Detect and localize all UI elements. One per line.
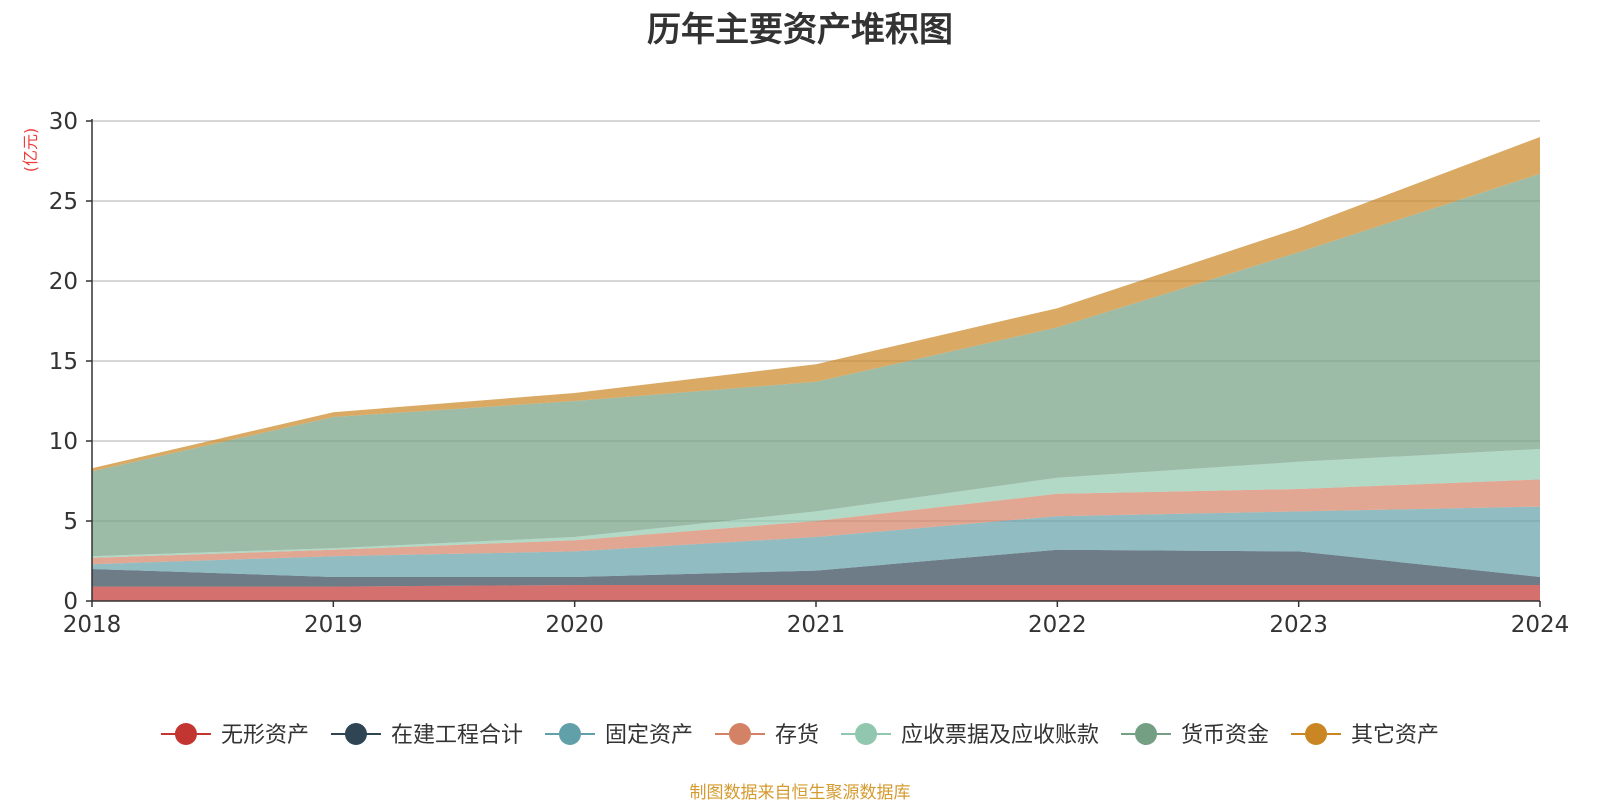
area-series-2: [92, 506, 1540, 577]
area-series-3: [92, 479, 1540, 565]
x-tick-label: 2020: [545, 612, 604, 638]
legend-label: 在建工程合计: [391, 723, 523, 748]
legend-item-1[interactable]: 在建工程合计: [330, 723, 523, 748]
legend-label: 固定资产: [605, 723, 693, 748]
y-tick-label: 20: [49, 269, 78, 295]
area-series-5: [92, 173, 1540, 557]
x-tick-label: 2022: [1028, 612, 1087, 638]
source-note: 制图数据来自恒生聚源数据库: [689, 783, 911, 803]
legend-item-6[interactable]: 其它资产: [1291, 723, 1439, 748]
area-series-0: [92, 585, 1540, 601]
area-series-1: [92, 549, 1540, 587]
y-tick-label: 0: [63, 589, 78, 615]
area-series-6: [92, 137, 1540, 472]
axes: 0 5 10 15 20 25 30 2018 2019 2020 2021 2022 2023 2024: [49, 109, 1570, 638]
legend-label: 应收票据及应收账款: [901, 723, 1099, 748]
legend-item-5[interactable]: 货币资金: [1121, 723, 1269, 748]
area-series: [92, 137, 1540, 601]
area-series-4: [92, 449, 1540, 558]
chart-title: 历年主要资产堆积图: [647, 10, 953, 50]
x-tick-label: 2023: [1269, 612, 1328, 638]
legend: 无形资产 在建工程合计 固定资产 存货 应收票据及应收账款 货币资金 其它资产: [160, 723, 1439, 748]
x-tick-label: 2018: [63, 612, 122, 638]
legend-label: 无形资产: [221, 723, 309, 748]
legend-swatch-marker: [1135, 723, 1158, 745]
legend-swatch-marker: [728, 723, 751, 745]
legend-item-4[interactable]: 应收票据及应收账款: [841, 723, 1099, 748]
x-tick-label: 2021: [787, 612, 846, 638]
legend-item-3[interactable]: 存货: [714, 723, 819, 748]
legend-swatch-marker: [855, 723, 878, 745]
y-tick-label: 10: [49, 429, 78, 455]
legend-swatch-marker: [1305, 723, 1328, 745]
legend-label: 其它资产: [1351, 723, 1439, 748]
x-tick-label: 2019: [304, 612, 363, 638]
y-tick-label: 30: [49, 109, 78, 135]
legend-swatch-marker: [558, 723, 581, 745]
legend-label: 货币资金: [1181, 723, 1269, 748]
y-tick-label: 15: [49, 349, 78, 375]
legend-item-2[interactable]: 固定资产: [544, 723, 693, 748]
y-axis-unit-label: (亿元): [21, 128, 40, 173]
legend-label: 存货: [775, 723, 819, 748]
x-tick-label: 2024: [1511, 612, 1570, 638]
legend-item-0[interactable]: 无形资产: [160, 723, 309, 748]
legend-swatch-marker: [344, 723, 367, 745]
y-tick-label: 5: [63, 509, 78, 535]
y-axis-unit-text: (亿元): [21, 128, 40, 173]
legend-swatch-marker: [174, 723, 197, 745]
y-tick-label: 25: [49, 189, 78, 215]
